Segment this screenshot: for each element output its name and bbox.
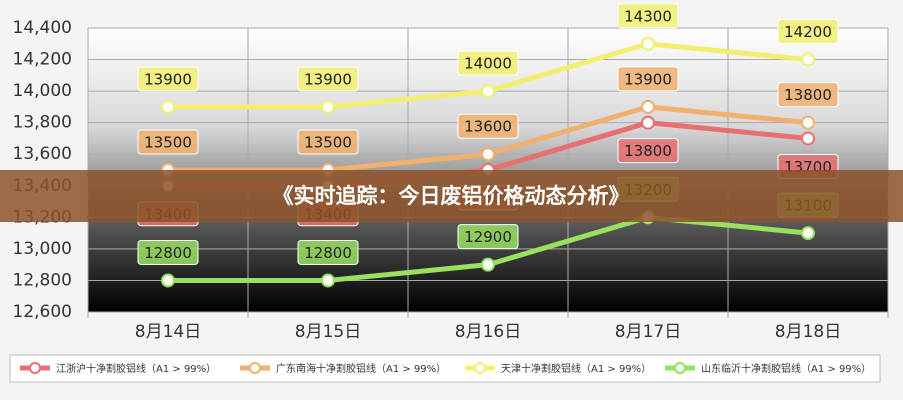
chart-title: 《实时追踪：今日废铝价格动态分析》 [273, 184, 630, 208]
value-label: 14300 [624, 7, 672, 25]
value-label-box [617, 138, 679, 164]
point [801, 226, 815, 241]
value-label-box [297, 129, 359, 155]
point [161, 99, 175, 114]
point [801, 52, 815, 67]
y-tick-label: 12,600 [13, 302, 72, 322]
legend-dot [29, 362, 41, 374]
value-label: 13500 [144, 134, 192, 152]
point [481, 257, 495, 272]
y-tick-label: 13,600 [13, 144, 72, 164]
point [641, 115, 655, 130]
value-label-box [137, 239, 199, 265]
value-label: 13900 [624, 70, 672, 88]
y-tick-label: 14,400 [13, 18, 72, 38]
value-label-box [137, 66, 199, 92]
value-label: 14000 [464, 55, 512, 73]
value-label: 13900 [304, 70, 352, 88]
value-label-box [777, 82, 839, 108]
legend-label: 广东南海十净割胶铝线（A1 > 99%） [276, 362, 446, 375]
y-tick-label: 14,000 [13, 81, 72, 101]
y-tick-label: 12,800 [13, 270, 72, 290]
legend-box [9, 354, 881, 383]
legend-dot [474, 362, 486, 374]
point [641, 99, 655, 114]
value-label-box [297, 66, 359, 92]
point [321, 99, 335, 114]
value-label: 12800 [144, 244, 192, 262]
legend-label: 山东临沂十净割胶铝线（A1 > 99%） [701, 362, 871, 375]
value-label-box [457, 224, 519, 250]
value-label-box [137, 129, 199, 155]
legend-dot [674, 362, 686, 374]
value-label-box [617, 3, 679, 29]
value-label: 13500 [304, 134, 352, 152]
point [641, 36, 655, 51]
point [161, 273, 175, 288]
point [481, 147, 495, 162]
x-tick-label: 8月15日 [295, 322, 361, 342]
point [801, 131, 815, 146]
value-label-box [457, 50, 519, 76]
value-label-box [617, 66, 679, 92]
value-label: 12900 [464, 228, 512, 246]
legend-label: 江浙沪十净割胶铝线（A1 > 99%） [56, 362, 216, 375]
x-tick-label: 8月16日 [455, 322, 521, 342]
value-label-box [777, 19, 839, 45]
value-label: 13800 [784, 86, 832, 104]
banner [0, 170, 903, 222]
value-label: 13600 [464, 118, 512, 136]
y-tick-label: 14,200 [13, 50, 72, 70]
legend-label: 天津十净割胶铝线（A1 > 99%） [501, 362, 651, 375]
value-label: 13900 [144, 70, 192, 88]
y-tick-label: 13,800 [13, 113, 72, 133]
value-label: 14200 [784, 23, 832, 41]
value-label-box [457, 113, 519, 139]
x-tick-label: 8月18日 [775, 322, 841, 342]
y-tick-label: 13,000 [13, 239, 72, 259]
point [321, 273, 335, 288]
value-label: 13800 [624, 142, 672, 160]
value-label-box [297, 239, 359, 265]
value-label: 12800 [304, 244, 352, 262]
point [801, 115, 815, 130]
legend-dot [249, 362, 261, 374]
point [481, 84, 495, 99]
x-tick-label: 8月14日 [135, 322, 201, 342]
x-tick-label: 8月17日 [615, 322, 681, 342]
